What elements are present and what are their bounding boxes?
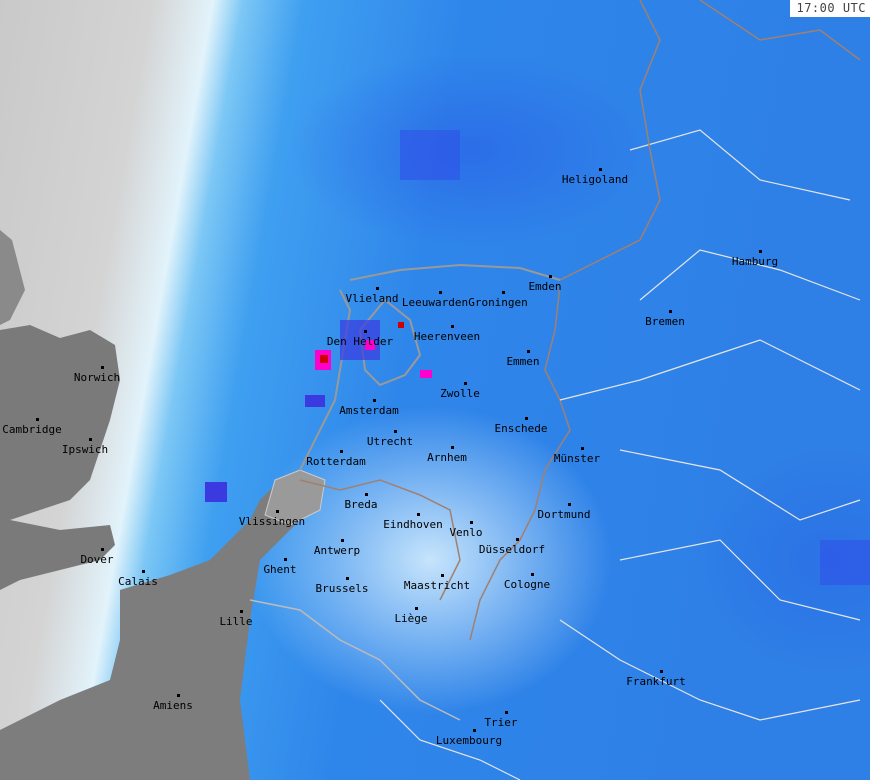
city-label: Münster (553, 452, 601, 465)
city-label: Brussels (315, 582, 369, 595)
city-marker (470, 521, 473, 524)
be-fr-border (249, 599, 461, 721)
city-marker (376, 287, 379, 290)
ijsselmeer-outline (358, 298, 422, 387)
city-label: Emmen (506, 355, 540, 368)
city-marker (531, 573, 534, 576)
city-label: Düsseldorf (478, 543, 546, 556)
city-label: Heerenveen (413, 330, 481, 343)
city-label: Venlo (449, 526, 483, 539)
city-label: Hamburg (731, 255, 779, 268)
city-label: Leeuwarden (401, 296, 469, 309)
city-marker (365, 493, 368, 496)
city-label: Groningen (468, 296, 528, 309)
city-label: Ghent (263, 563, 297, 576)
city-marker (142, 570, 145, 573)
city-marker (341, 539, 344, 542)
city-label: Antwerp (313, 544, 361, 557)
city-label: Amsterdam (339, 404, 399, 417)
city-marker (340, 450, 343, 453)
city-marker (415, 607, 418, 610)
city-label: Utrecht (366, 435, 414, 448)
city-marker (364, 330, 367, 333)
netherlands-coastline (299, 289, 352, 471)
timestamp-label: 17:00 UTC (790, 0, 870, 17)
city-marker (394, 430, 397, 433)
city-label: Maastricht (403, 579, 471, 592)
city-label: Lille (219, 615, 253, 628)
city-marker (451, 325, 454, 328)
city-label: Frankfurt (626, 675, 686, 688)
city-marker (660, 670, 663, 673)
city-label: Emden (528, 280, 562, 293)
city-label: Vlissingen (238, 515, 306, 528)
city-marker (549, 275, 552, 278)
city-marker (502, 291, 505, 294)
city-marker (101, 366, 104, 369)
wadden-islands (349, 263, 561, 281)
city-marker (525, 417, 528, 420)
city-label: Arnhem (427, 451, 467, 464)
city-marker (599, 168, 602, 171)
city-marker (373, 399, 376, 402)
city-marker (177, 694, 180, 697)
city-label: Amiens (153, 699, 193, 712)
city-marker (439, 291, 442, 294)
city-marker (581, 447, 584, 450)
england-north (0, 230, 25, 325)
city-marker (417, 513, 420, 516)
city-label: Trier (484, 716, 518, 729)
city-label: Dortmund (537, 508, 591, 521)
city-marker (473, 729, 476, 732)
city-marker (527, 350, 530, 353)
city-label: Breda (344, 498, 378, 511)
city-label: Cambridge (2, 423, 62, 436)
city-marker (101, 548, 104, 551)
city-marker (346, 577, 349, 580)
city-marker (568, 503, 571, 506)
city-marker (451, 446, 454, 449)
city-marker (759, 250, 762, 253)
city-label: Enschede (494, 422, 548, 435)
precipitation-cells (205, 130, 870, 585)
coastline-germany (559, 0, 861, 281)
city-label: Heligoland (561, 173, 629, 186)
state-borders-south (379, 619, 861, 780)
city-label: Ipswich (61, 443, 109, 456)
city-label: Liège (394, 612, 428, 625)
city-label: Eindhoven (383, 518, 443, 531)
city-marker (516, 538, 519, 541)
england-landmass (0, 325, 120, 590)
city-label: Den Helder (326, 335, 394, 348)
city-marker (240, 610, 243, 613)
city-marker (36, 418, 39, 421)
city-marker (441, 574, 444, 577)
city-label: Rotterdam (306, 455, 366, 468)
germany-borders (559, 129, 861, 621)
france-landmass (0, 470, 300, 780)
city-marker (284, 558, 287, 561)
city-label: Zwolle (440, 387, 480, 400)
city-label: Norwich (73, 371, 121, 384)
city-label: Bremen (645, 315, 685, 328)
city-marker (89, 438, 92, 441)
city-marker (464, 382, 467, 385)
be-nl-border (299, 479, 461, 601)
city-marker (505, 711, 508, 714)
city-label: Vlieland (345, 292, 399, 305)
city-label: Cologne (503, 578, 551, 591)
city-label: Calais (118, 575, 158, 588)
city-label: Dover (80, 553, 114, 566)
city-marker (669, 310, 672, 313)
nl-de-border (469, 284, 571, 641)
city-label: Luxembourg (435, 734, 503, 747)
city-marker (276, 510, 279, 513)
